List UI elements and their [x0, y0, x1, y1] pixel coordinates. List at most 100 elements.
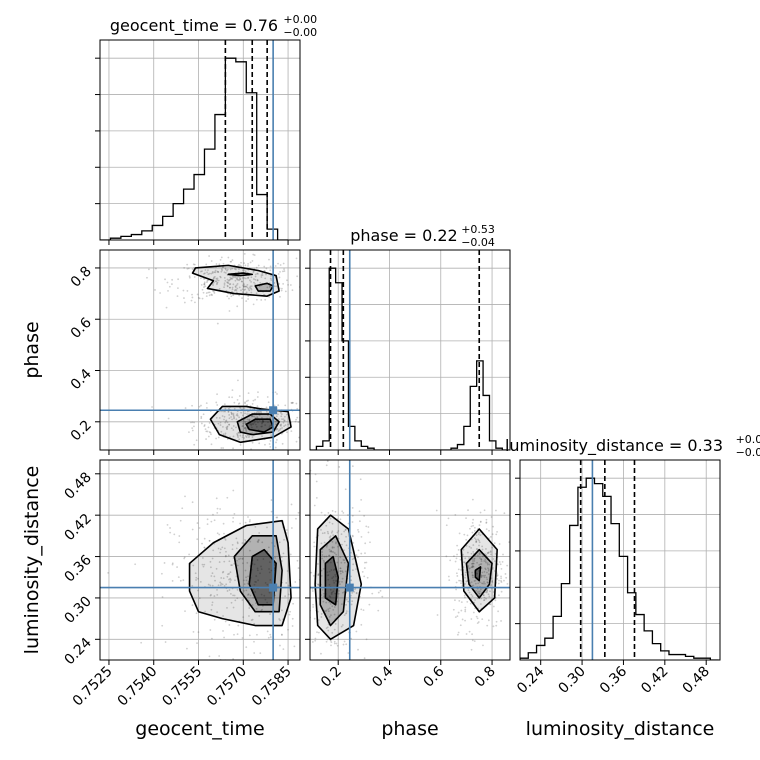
- sample-point: [365, 561, 368, 564]
- sample-point: [336, 561, 339, 564]
- sample-point: [351, 687, 353, 689]
- sample-point: [321, 588, 324, 591]
- sample-point: [465, 538, 468, 541]
- sample-point: [245, 430, 248, 432]
- sample-point: [468, 630, 471, 633]
- sample-point: [352, 541, 355, 544]
- sample-point: [470, 525, 473, 528]
- sample-point: [240, 261, 242, 264]
- sample-point: [233, 416, 236, 419]
- sample-point: [333, 628, 336, 631]
- sample-point: [337, 530, 340, 532]
- sample-point: [191, 404, 193, 407]
- sample-point: [317, 583, 320, 586]
- sample-point: [239, 407, 242, 410]
- sample-point: [250, 287, 252, 290]
- sample-point: [207, 291, 210, 294]
- sample-point: [203, 563, 206, 566]
- sample-point: [307, 278, 309, 280]
- sample-point: [473, 526, 476, 529]
- sample-point: [481, 571, 484, 574]
- sample-point: [238, 395, 241, 397]
- sample-point: [275, 427, 278, 430]
- sample-point: [165, 306, 168, 309]
- sample-point: [253, 640, 255, 643]
- sample-point: [216, 404, 219, 406]
- sample-point: [225, 426, 228, 429]
- sample-point: [228, 423, 231, 426]
- sample-point: [470, 593, 473, 596]
- sample-point: [239, 278, 241, 281]
- sample-point: [230, 416, 232, 418]
- sample-point: [221, 269, 223, 272]
- sample-point: [484, 574, 487, 577]
- sample-point: [471, 560, 474, 562]
- sample-point: [331, 591, 334, 594]
- sample-point: [237, 624, 240, 627]
- sample-point: [280, 415, 283, 418]
- sample-point: [251, 422, 254, 425]
- sample-point: [480, 558, 483, 561]
- sample-point: [255, 607, 258, 610]
- sample-point: [478, 531, 481, 534]
- sample-point: [210, 637, 213, 640]
- sample-point: [357, 528, 359, 531]
- sample-point: [244, 569, 247, 572]
- y-tick-label-phase: 0.4: [68, 366, 95, 393]
- sample-point: [254, 398, 257, 401]
- sample-point: [273, 404, 276, 407]
- sample-point: [226, 295, 229, 298]
- sample-point: [213, 292, 216, 294]
- sample-point: [347, 514, 349, 516]
- sample-point: [464, 576, 466, 579]
- sample-point: [222, 522, 225, 525]
- sample-point: [191, 427, 194, 430]
- sample-point: [256, 279, 259, 282]
- sample-point: [261, 435, 263, 438]
- sample-point: [215, 416, 218, 419]
- sample-point: [485, 528, 488, 531]
- sample-point: [222, 425, 224, 428]
- sample-point: [325, 609, 328, 612]
- sample-point: [219, 548, 222, 551]
- sample-point: [258, 532, 261, 534]
- sample-point: [195, 439, 198, 442]
- contour-outer: [209, 405, 292, 444]
- sample-point: [324, 610, 327, 613]
- sample-point: [206, 279, 209, 282]
- sample-point: [208, 294, 211, 297]
- sample-point: [496, 578, 499, 580]
- sample-point: [247, 392, 250, 395]
- sample-point: [480, 597, 483, 600]
- sample-point: [213, 276, 215, 279]
- sample-point: [251, 403, 254, 405]
- sample-point: [223, 418, 225, 421]
- sample-point: [333, 613, 336, 616]
- sample-point: [266, 630, 269, 633]
- sample-point: [218, 263, 221, 266]
- sample-point: [235, 289, 238, 292]
- sample-point: [294, 618, 296, 620]
- sample-point: [480, 560, 483, 563]
- sample-point: [224, 434, 227, 437]
- sample-point: [291, 629, 293, 631]
- sample-point: [248, 549, 251, 552]
- sample-point: [205, 263, 208, 266]
- sample-point: [485, 518, 488, 521]
- sample-point: [234, 268, 236, 270]
- sample-point: [280, 423, 283, 426]
- sample-point: [249, 594, 252, 597]
- sample-point: [381, 595, 384, 598]
- sample-point: [284, 404, 287, 407]
- sample-point: [277, 273, 280, 275]
- sample-point: [302, 580, 304, 582]
- sample-point: [316, 672, 318, 674]
- sample-point: [181, 507, 184, 510]
- sample-point: [216, 282, 218, 285]
- sample-point: [269, 633, 272, 636]
- y-tick-label-phase: 0.6: [68, 315, 95, 342]
- pair-frame-geocent_time-phase: [99, 249, 301, 451]
- sample-point: [191, 293, 193, 296]
- sample-point: [281, 427, 283, 429]
- pair-group-phase-luminosity_distance: [291, 460, 510, 689]
